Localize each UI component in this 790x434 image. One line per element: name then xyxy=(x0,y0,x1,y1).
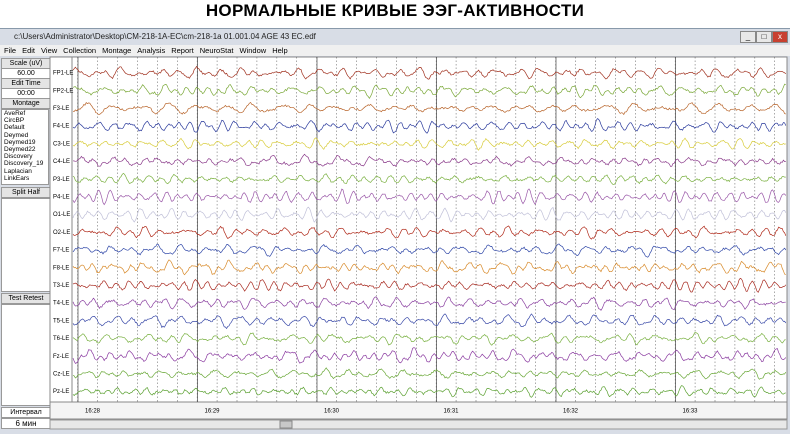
montage-item[interactable]: Discovery xyxy=(4,153,33,161)
eeg-plot: 16:28 16:29 16:30 16:31 16:32 16:33 FP1-LE FP2-… xyxy=(49,56,788,430)
channel-label: F3-LE xyxy=(53,106,69,112)
montage-item[interactable]: Deymed22 xyxy=(4,146,36,154)
menu-item[interactable]: Report xyxy=(171,46,194,55)
empty-list xyxy=(1,198,51,292)
montage-item[interactable]: Deymed xyxy=(4,131,29,139)
channel-label: C4-LE xyxy=(53,159,70,165)
montage-item[interactable]: Discovery_19 xyxy=(4,160,44,168)
channel-label: T6-LE xyxy=(53,336,69,342)
menu-item[interactable]: File xyxy=(4,46,17,55)
montage-item[interactable]: Default xyxy=(4,124,25,132)
montage-list[interactable]: AveRef CircBP Default Deymed Deymed19 Deymed2… xyxy=(1,109,49,185)
eeg-trace xyxy=(72,225,787,240)
time-label: 16:33 xyxy=(683,409,699,415)
channel-label: F7-LE xyxy=(53,248,69,254)
channel-label: F8-LE xyxy=(53,265,69,271)
page-title: НОРМАЛЬНЫЕ КРИВЫЕ ЭЭГ-АКТИВНОСТИ xyxy=(205,1,585,20)
channel-label: FP1-LE xyxy=(53,71,73,77)
eeg-trace xyxy=(72,385,786,398)
menu-item[interactable]: Montage xyxy=(102,46,132,55)
eeg-trace xyxy=(72,313,787,330)
channel-label: P3-LE xyxy=(53,177,70,183)
eeg-trace xyxy=(72,102,786,116)
menu-item[interactable]: Help xyxy=(272,46,288,55)
channel-label: T3-LE xyxy=(53,283,69,289)
eeg-trace xyxy=(72,188,787,206)
montage-item[interactable]: LinkEars xyxy=(4,174,30,182)
montage-item[interactable]: AveRef xyxy=(4,110,26,117)
eeg-trace xyxy=(72,83,786,99)
time-label: 16:29 xyxy=(205,409,221,415)
menu-bar: File Edit View Collection Montage Analysis Rep… xyxy=(0,45,790,56)
window-title: c:\Users\Administrator\Desktop\CM-218-1A… xyxy=(14,32,316,41)
channel-label: F4-LE xyxy=(53,124,69,130)
channel-label: T4-LE xyxy=(53,301,69,307)
eeg-trace xyxy=(72,172,786,185)
maximize[interactable]: □ xyxy=(756,31,772,43)
time-label: 16:28 xyxy=(85,409,101,415)
eeg-trace xyxy=(72,65,787,80)
eeg-trace xyxy=(72,243,787,258)
eeg-trace xyxy=(72,118,787,134)
montage-item[interactable]: CircBP xyxy=(4,117,25,125)
time-label: 16:31 xyxy=(444,409,460,415)
channel-label: C3-LE xyxy=(53,141,70,147)
time-label: 16:32 xyxy=(563,409,579,415)
eeg-trace xyxy=(72,259,786,276)
montage-item[interactable]: Deymed19 xyxy=(4,138,36,146)
channel-label: Pz-LE xyxy=(53,389,69,395)
channel-label: FP2-LE xyxy=(53,88,73,94)
channel-label: Fz-LE xyxy=(53,354,69,360)
channel-label: O2-LE xyxy=(53,230,70,236)
eeg-trace xyxy=(72,296,786,311)
menu-item[interactable]: Edit xyxy=(22,46,36,55)
channel-label: P4-LE xyxy=(53,194,70,200)
menu-item[interactable]: Analysis xyxy=(137,46,166,55)
eeg-trace xyxy=(72,153,786,167)
channel-label: Cz-LE xyxy=(53,371,70,377)
menu-item[interactable]: View xyxy=(41,46,58,55)
eeg-trace xyxy=(72,206,787,223)
channel-label: T5-LE xyxy=(53,318,69,324)
montage-item[interactable]: Laplacian xyxy=(4,167,32,175)
scrollbar[interactable] xyxy=(49,419,788,430)
channel-label: O1-LE xyxy=(53,212,70,218)
close[interactable]: x xyxy=(772,31,788,43)
menu-item[interactable]: NeuroStat xyxy=(199,46,234,55)
time-label: 16:30 xyxy=(324,409,340,415)
scroll-thumb[interactable] xyxy=(279,420,293,429)
eeg-trace xyxy=(72,367,787,380)
menu-item[interactable]: Window xyxy=(239,46,267,55)
time-axis xyxy=(49,401,788,420)
eeg-trace xyxy=(72,332,786,346)
menu-item[interactable]: Collection xyxy=(63,46,97,55)
eeg-trace xyxy=(72,347,787,364)
minimize[interactable]: _ xyxy=(740,31,756,43)
eeg-trace xyxy=(72,277,787,293)
eeg-trace xyxy=(72,137,786,151)
